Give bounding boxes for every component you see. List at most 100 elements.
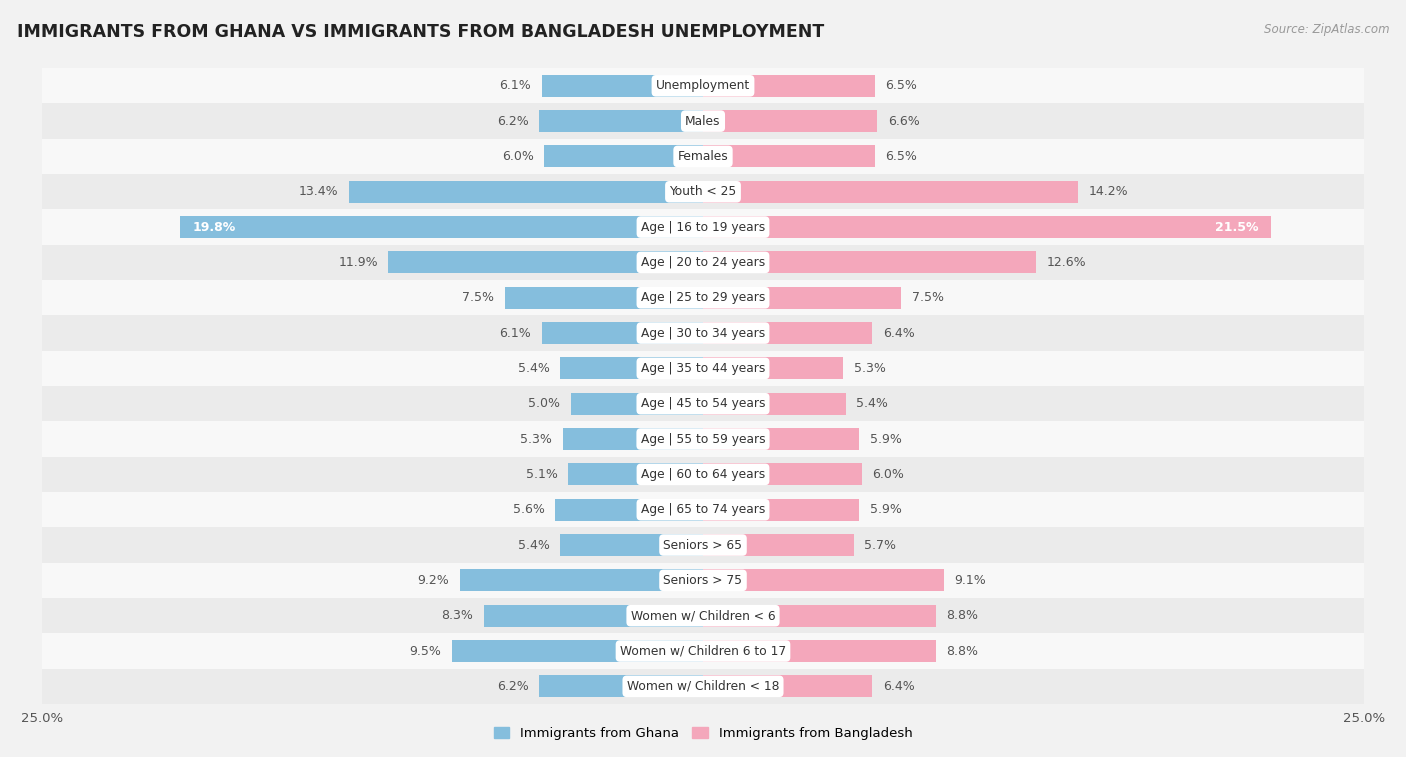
Bar [703, 675, 872, 697]
Bar [703, 181, 1078, 203]
Bar [42, 562, 1364, 598]
Text: Age | 25 to 29 years: Age | 25 to 29 years [641, 291, 765, 304]
Text: Females: Females [678, 150, 728, 163]
Text: 5.7%: 5.7% [865, 538, 896, 552]
Bar [42, 668, 1364, 704]
Text: 6.5%: 6.5% [886, 150, 917, 163]
Text: 5.6%: 5.6% [513, 503, 544, 516]
Bar [42, 139, 1364, 174]
Bar [42, 492, 1364, 528]
Bar [541, 75, 703, 97]
Text: Unemployment: Unemployment [655, 79, 751, 92]
Bar [42, 68, 1364, 104]
Text: 8.8%: 8.8% [946, 644, 979, 658]
Bar [703, 322, 872, 344]
Bar [703, 287, 901, 309]
Text: 14.2%: 14.2% [1088, 185, 1129, 198]
Bar [460, 569, 703, 591]
Bar [703, 428, 859, 450]
Legend: Immigrants from Ghana, Immigrants from Bangladesh: Immigrants from Ghana, Immigrants from B… [488, 721, 918, 745]
Bar [541, 322, 703, 344]
Bar [42, 210, 1364, 245]
Bar [349, 181, 703, 203]
Bar [703, 499, 859, 521]
Text: 7.5%: 7.5% [463, 291, 494, 304]
Text: Age | 60 to 64 years: Age | 60 to 64 years [641, 468, 765, 481]
Text: 6.1%: 6.1% [499, 79, 531, 92]
Bar [703, 217, 1271, 238]
Text: Age | 30 to 34 years: Age | 30 to 34 years [641, 326, 765, 340]
Text: Age | 65 to 74 years: Age | 65 to 74 years [641, 503, 765, 516]
Bar [568, 463, 703, 485]
Bar [703, 251, 1036, 273]
Bar [571, 393, 703, 415]
Bar [42, 280, 1364, 316]
Bar [42, 104, 1364, 139]
Text: 9.1%: 9.1% [955, 574, 986, 587]
Bar [560, 534, 703, 556]
Text: Women w/ Children < 6: Women w/ Children < 6 [631, 609, 775, 622]
Text: 5.3%: 5.3% [853, 362, 886, 375]
Text: Women w/ Children 6 to 17: Women w/ Children 6 to 17 [620, 644, 786, 658]
Bar [42, 528, 1364, 562]
Bar [42, 386, 1364, 422]
Bar [505, 287, 703, 309]
Text: 19.8%: 19.8% [193, 220, 236, 234]
Text: 5.4%: 5.4% [517, 362, 550, 375]
Bar [42, 422, 1364, 456]
Bar [538, 675, 703, 697]
Bar [544, 145, 703, 167]
Text: Age | 35 to 44 years: Age | 35 to 44 years [641, 362, 765, 375]
Bar [703, 605, 935, 627]
Text: 13.4%: 13.4% [298, 185, 339, 198]
Bar [703, 640, 935, 662]
Text: Age | 45 to 54 years: Age | 45 to 54 years [641, 397, 765, 410]
Bar [42, 598, 1364, 634]
Text: Youth < 25: Youth < 25 [669, 185, 737, 198]
Text: 8.8%: 8.8% [946, 609, 979, 622]
Bar [703, 145, 875, 167]
Text: IMMIGRANTS FROM GHANA VS IMMIGRANTS FROM BANGLADESH UNEMPLOYMENT: IMMIGRANTS FROM GHANA VS IMMIGRANTS FROM… [17, 23, 824, 41]
Text: 5.3%: 5.3% [520, 432, 553, 446]
Text: 6.2%: 6.2% [496, 680, 529, 693]
Text: Males: Males [685, 114, 721, 128]
Text: 6.4%: 6.4% [883, 326, 914, 340]
Text: Age | 20 to 24 years: Age | 20 to 24 years [641, 256, 765, 269]
Text: Seniors > 75: Seniors > 75 [664, 574, 742, 587]
Bar [538, 111, 703, 132]
Bar [562, 428, 703, 450]
Bar [388, 251, 703, 273]
Bar [703, 569, 943, 591]
Bar [42, 456, 1364, 492]
Bar [42, 634, 1364, 668]
Text: 6.5%: 6.5% [886, 79, 917, 92]
Text: 5.4%: 5.4% [517, 538, 550, 552]
Text: 6.1%: 6.1% [499, 326, 531, 340]
Text: Women w/ Children < 18: Women w/ Children < 18 [627, 680, 779, 693]
Bar [560, 357, 703, 379]
Bar [451, 640, 703, 662]
Bar [555, 499, 703, 521]
Text: 9.5%: 9.5% [409, 644, 441, 658]
Bar [703, 357, 844, 379]
Text: 6.0%: 6.0% [872, 468, 904, 481]
Text: 7.5%: 7.5% [912, 291, 943, 304]
Text: 6.6%: 6.6% [889, 114, 920, 128]
Text: 6.2%: 6.2% [496, 114, 529, 128]
Bar [703, 534, 853, 556]
Text: 12.6%: 12.6% [1046, 256, 1087, 269]
Text: 11.9%: 11.9% [339, 256, 378, 269]
Text: Age | 16 to 19 years: Age | 16 to 19 years [641, 220, 765, 234]
Text: 5.9%: 5.9% [869, 432, 901, 446]
Text: 5.4%: 5.4% [856, 397, 889, 410]
Text: 21.5%: 21.5% [1215, 220, 1258, 234]
Bar [42, 174, 1364, 210]
Text: 6.0%: 6.0% [502, 150, 534, 163]
Text: 6.4%: 6.4% [883, 680, 914, 693]
Bar [703, 111, 877, 132]
Bar [703, 393, 846, 415]
Text: Source: ZipAtlas.com: Source: ZipAtlas.com [1264, 23, 1389, 36]
Bar [484, 605, 703, 627]
Text: 5.1%: 5.1% [526, 468, 558, 481]
Bar [703, 463, 862, 485]
